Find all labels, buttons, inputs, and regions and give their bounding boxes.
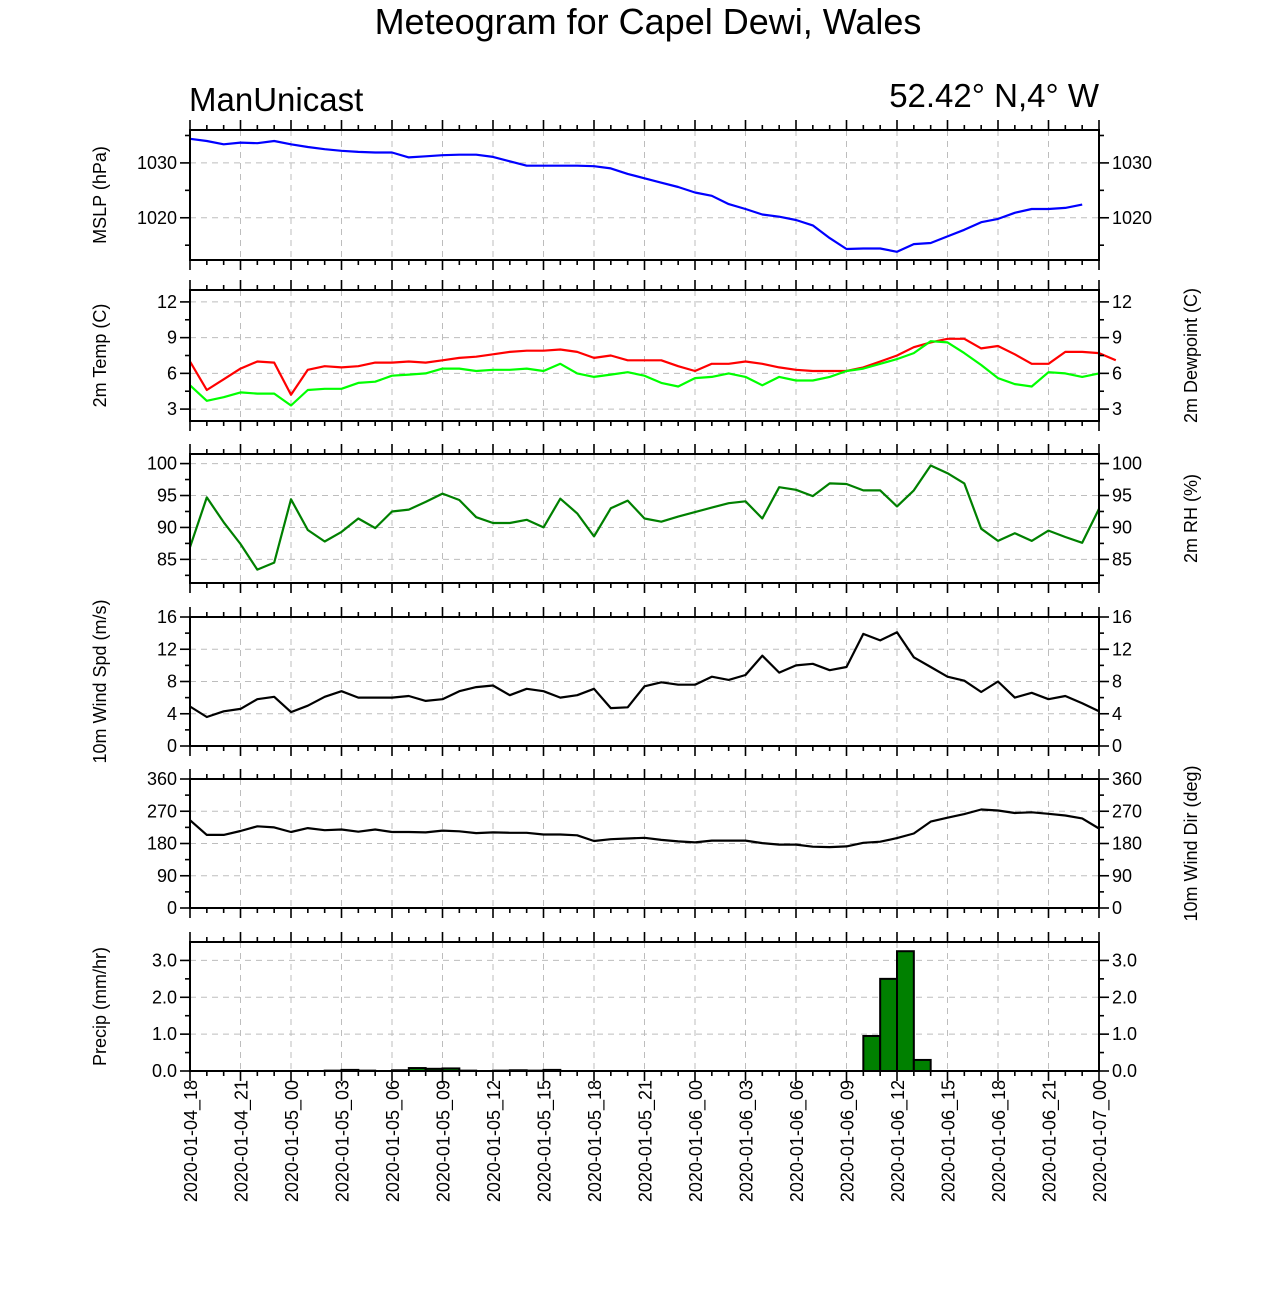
y-tick-label: 85 [1112, 549, 1132, 569]
y-tick-label: 8 [167, 672, 177, 692]
y-tick-label: 180 [147, 834, 177, 854]
panels: 1020 1020 1030 1030 MSLP (hPa) 3 3 6 6 9 9 12 12 2m T… [90, 120, 1201, 1081]
precip-bar [912, 1058, 932, 1073]
y-tick-label: 1020 [1112, 208, 1152, 228]
y-tick-label: 100 [147, 454, 177, 474]
y-tick-label: 0 [1112, 736, 1122, 756]
y-tick-label: 0.0 [1112, 1061, 1137, 1081]
x-tick-label: 2020-01-05_09 [434, 1080, 455, 1202]
y-tick-label: 9 [167, 328, 177, 348]
y-tick-label: 270 [1112, 801, 1142, 821]
panel-3: 85 85 90 90 95 95 100 100 2m RH (%) [147, 444, 1201, 593]
y-tick-label: 3 [167, 399, 177, 419]
x-tick-label: 2020-01-05_00 [282, 1080, 303, 1202]
x-tick-label: 2020-01-06_09 [838, 1080, 859, 1202]
panel-6: 0.0 0.0 1.0 1.0 2.0 2.0 3.0 3.0 Precip (mm/hr) [90, 932, 1137, 1081]
y-tick-label: 6 [167, 363, 177, 383]
chart-title: Meteogram for Capel Dewi, Wales [375, 1, 922, 42]
x-tick-label: 2020-01-05_03 [333, 1080, 354, 1202]
y-tick-label: 16 [1112, 607, 1132, 627]
y-tick-label: 0.0 [152, 1061, 177, 1081]
model-name: ManUnicast [189, 81, 363, 118]
y-axis-label: Precip (mm/hr) [90, 947, 110, 1066]
series-line-1 [189, 631, 1100, 719]
y-tick-label: 1.0 [152, 1024, 177, 1044]
x-tick-label: 2020-01-04_18 [181, 1080, 202, 1202]
y-tick-label: 90 [1112, 866, 1132, 886]
y-tick-label: 95 [157, 486, 177, 506]
y-axis-label-right: 10m Wind Dir (deg) [1181, 765, 1201, 921]
location-label: 52.42° N,4° W [889, 77, 1100, 114]
y-tick-label: 12 [157, 292, 177, 312]
y-tick-label: 3.0 [1112, 950, 1137, 970]
panel-1: 1020 1020 1030 1030 MSLP (hPa) [90, 120, 1152, 270]
y-axis-label-right: 2m Dewpoint (C) [1181, 288, 1201, 423]
x-tick-label: 2020-01-06_06 [787, 1080, 808, 1202]
precip-bar [862, 1034, 882, 1073]
y-tick-label: 360 [1112, 769, 1142, 789]
x-axis: 2020-01-04_18 2020-01-04_21 2020-01-05_00 2… [181, 1080, 1111, 1202]
series-line-1 [189, 808, 1100, 849]
y-tick-label: 9 [1112, 328, 1122, 348]
x-tick-label: 2020-01-05_21 [636, 1080, 657, 1202]
x-tick-label: 2020-01-05_18 [585, 1080, 606, 1202]
x-tick-label: 2020-01-06_15 [939, 1080, 960, 1202]
y-tick-label: 1020 [137, 208, 177, 228]
y-tick-label: 12 [1112, 639, 1132, 659]
y-tick-label: 85 [157, 549, 177, 569]
y-tick-label: 1030 [137, 153, 177, 173]
x-tick-label: 2020-01-06_03 [737, 1080, 758, 1202]
x-tick-label: 2020-01-05_06 [383, 1080, 404, 1202]
series-line-1 [189, 337, 1117, 396]
x-tick-label: 2020-01-04_21 [232, 1080, 253, 1202]
series-line-1 [188, 464, 1100, 571]
panel-frame [189, 941, 1100, 1072]
y-tick-label: 3.0 [152, 950, 177, 970]
y-tick-label: 3 [1112, 399, 1122, 419]
precip-bar [896, 950, 915, 1073]
y-tick-label: 16 [157, 607, 177, 627]
series-line-1 [189, 137, 1083, 253]
panel-4: 0 0 4 4 8 8 12 12 16 16 10m Wind Spd (m/s) [90, 599, 1132, 763]
y-tick-label: 4 [1112, 704, 1122, 724]
y-tick-label: 1.0 [1112, 1024, 1137, 1044]
y-tick-label: 0 [1112, 898, 1122, 918]
y-tick-label: 1030 [1112, 153, 1152, 173]
x-tick-label: 2020-01-06_21 [1040, 1080, 1061, 1202]
y-axis-label: 2m Temp (C) [90, 304, 110, 408]
y-tick-label: 12 [1112, 292, 1132, 312]
x-tick-label: 2020-01-06_00 [686, 1080, 707, 1202]
x-tick-label: 2020-01-06_12 [888, 1080, 909, 1202]
x-tick-label: 2020-01-07_00 [1090, 1080, 1111, 1202]
y-tick-label: 270 [147, 801, 177, 821]
y-axis-label: MSLP (hPa) [90, 146, 110, 244]
y-tick-label: 90 [1112, 517, 1132, 537]
series-line-2 [189, 340, 1100, 407]
y-tick-label: 6 [1112, 363, 1122, 383]
x-tick-label: 2020-01-06_18 [989, 1080, 1010, 1202]
precip-bar [879, 977, 899, 1072]
y-tick-label: 0 [167, 736, 177, 756]
y-tick-label: 2.0 [1112, 987, 1137, 1007]
y-axis-label-right: 2m RH (%) [1181, 474, 1201, 563]
y-tick-label: 360 [147, 769, 177, 789]
x-tick-label: 2020-01-05_12 [484, 1080, 505, 1202]
y-tick-label: 8 [1112, 672, 1122, 692]
y-tick-label: 4 [167, 704, 177, 724]
x-tick-label: 2020-01-05_15 [535, 1080, 556, 1202]
y-tick-label: 95 [1112, 486, 1132, 506]
y-tick-label: 12 [157, 639, 177, 659]
y-axis-label: 10m Wind Spd (m/s) [90, 599, 110, 763]
panel-2: 3 3 6 6 9 9 12 12 2m Temp (C) 2m Dewpoint (C) [90, 280, 1201, 431]
y-tick-label: 2.0 [152, 987, 177, 1007]
y-tick-label: 90 [157, 866, 177, 886]
y-tick-label: 0 [167, 898, 177, 918]
y-tick-label: 90 [157, 517, 177, 537]
panel-5: 0 0 90 90 180 180 270 270 360 360 10m Wind Dir (de… [147, 765, 1201, 921]
y-tick-label: 180 [1112, 834, 1142, 854]
y-tick-label: 100 [1112, 454, 1142, 474]
